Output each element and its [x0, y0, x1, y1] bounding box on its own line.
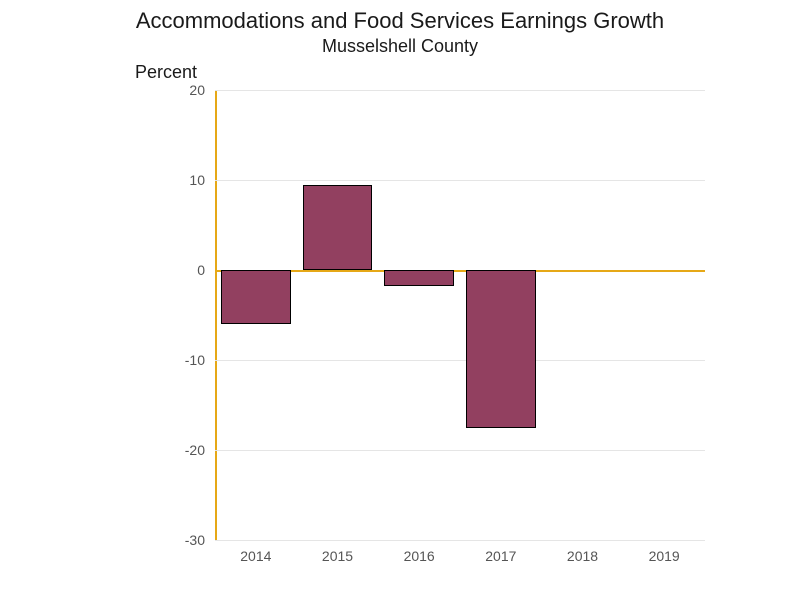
gridline	[215, 90, 705, 91]
x-tick-label: 2016	[404, 548, 435, 564]
chart-title: Accommodations and Food Services Earning…	[0, 8, 800, 34]
y-tick-label: -20	[165, 442, 205, 458]
bar	[303, 185, 372, 271]
y-axis-line	[215, 90, 217, 540]
y-tick-label: -30	[165, 532, 205, 548]
bar	[384, 270, 453, 286]
y-tick-label: 10	[165, 172, 205, 188]
bar	[466, 270, 535, 428]
y-axis-label: Percent	[135, 62, 197, 83]
y-tick-label: 20	[165, 82, 205, 98]
bar	[221, 270, 290, 324]
plot-area: -30-20-1001020201420152016201720182019	[215, 90, 705, 540]
y-tick-label: -10	[165, 352, 205, 368]
gridline	[215, 540, 705, 541]
x-tick-label: 2015	[322, 548, 353, 564]
gridline	[215, 450, 705, 451]
x-tick-label: 2014	[240, 548, 271, 564]
x-tick-label: 2018	[567, 548, 598, 564]
gridline	[215, 180, 705, 181]
x-tick-label: 2017	[485, 548, 516, 564]
chart-container: { "chart": { "type": "bar", "title": "Ac…	[0, 0, 800, 600]
y-tick-label: 0	[165, 262, 205, 278]
gridline	[215, 360, 705, 361]
x-tick-label: 2019	[649, 548, 680, 564]
chart-subtitle: Musselshell County	[0, 36, 800, 57]
